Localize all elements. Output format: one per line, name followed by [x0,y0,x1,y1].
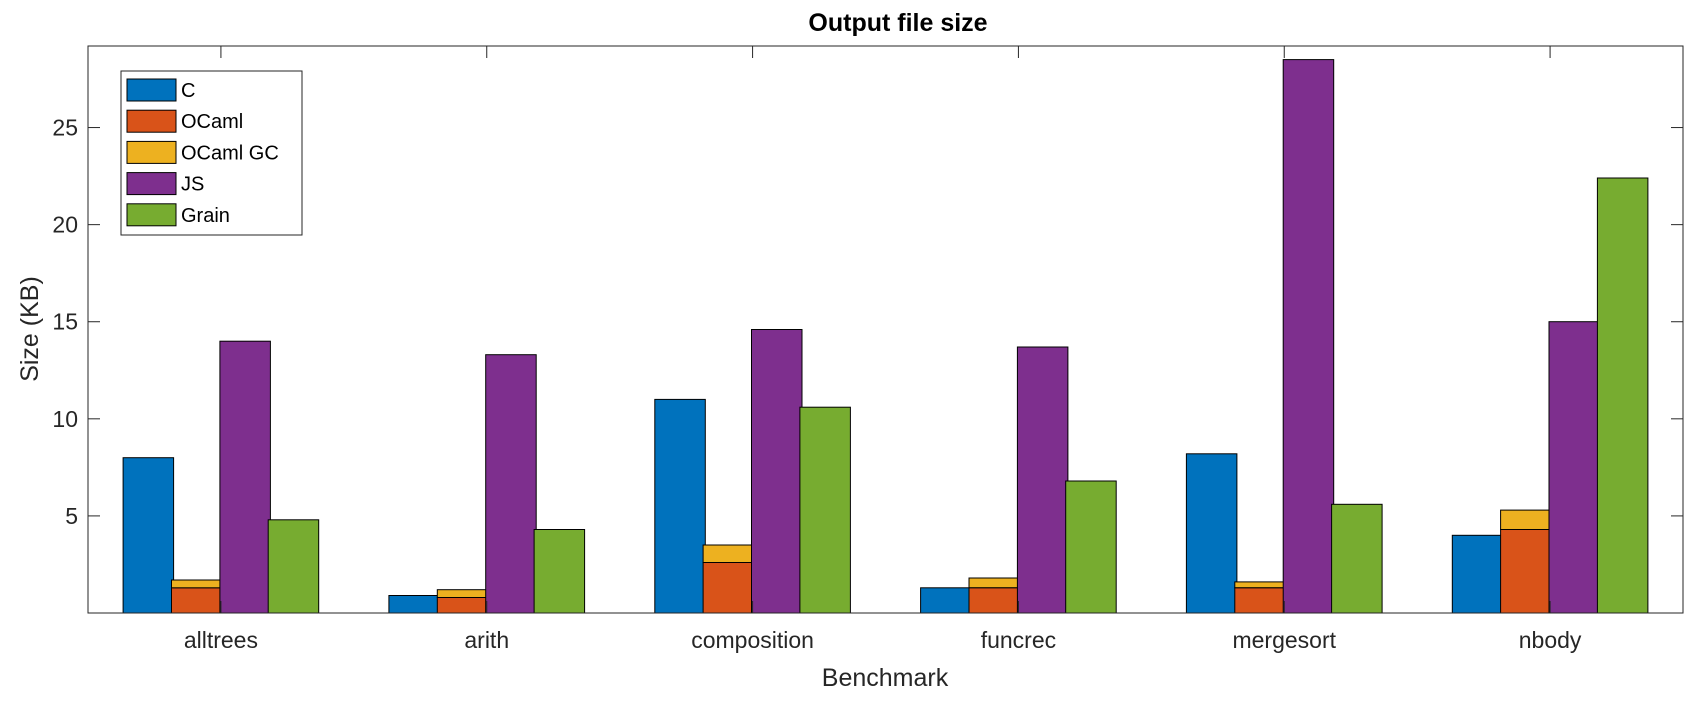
y-tick-label: 20 [52,212,78,238]
y-axis-label: Size (KB) [16,276,44,382]
chart-title: Output file size [808,9,987,37]
x-tick-label: alltrees [184,627,258,653]
bar-nbody-ocaml [1500,529,1552,614]
x-tick-label: composition [691,627,814,653]
legend-label: C [181,80,195,102]
bar-mergesort-c [1185,453,1238,614]
bar-alltrees-grain [267,519,320,614]
bar-funcrec-grain [1065,480,1117,614]
bar-arith-grain [533,529,586,614]
legend-label: OCaml GC [181,142,279,164]
bar-composition-c [654,398,706,614]
bar-nbody-ocaml-gc [1500,509,1552,531]
axis-ticks: 5 10 15 20 25 alltrees arith composition funcrec… [52,46,1683,653]
bar-composition-js [751,329,803,614]
x-tick-label: funcrec [981,627,1056,653]
bar-alltrees-ocaml [171,587,223,614]
legend-swatch [126,140,177,164]
bar-arith-ocaml-gc [436,589,489,599]
y-tick-label: 10 [52,406,78,432]
bar-mergesort-ocaml [1234,587,1286,614]
bar-arith-js [485,354,537,614]
bars [122,59,1649,614]
legend-swatch [126,172,177,196]
bar-nbody-c [1451,534,1504,614]
x-tick-label: mergesort [1232,627,1336,653]
x-axis-label: Benchmark [822,664,949,692]
bar-mergesort-js [1282,59,1335,614]
bar-arith-c [388,595,440,614]
bar-composition-ocaml-gc [702,544,755,563]
legend-swatch [126,78,177,102]
bar-funcrec-ocaml [968,587,1020,614]
x-tick-label: nbody [1519,627,1582,653]
bar-alltrees-js [219,340,271,614]
bar-composition-ocaml [702,562,755,614]
bar-mergesort-grain [1331,503,1383,614]
bar-arith-ocaml [436,597,489,614]
legend-swatch [126,203,177,227]
bar-funcrec-ocaml-gc [968,577,1020,589]
bar-composition-grain [799,406,851,614]
y-tick-label: 5 [65,503,78,529]
x-tick-label: arith [464,627,509,653]
bar-funcrec-c [920,587,972,614]
bar-alltrees-c [122,457,175,614]
bar-alltrees-ocaml-gc [171,579,223,589]
legend-swatch [126,109,177,133]
bar-funcrec-js [1016,346,1069,614]
y-tick-label: 25 [52,115,78,141]
legend-label: JS [181,174,204,196]
y-tick-label: 15 [52,309,78,335]
bar-nbody-grain [1596,177,1649,614]
plot-area-frame [87,45,1684,614]
legend-label: Grain [181,205,230,227]
bar-mergesort-ocaml-gc [1234,581,1286,589]
legend-label: OCaml [181,111,243,133]
legend: C OCaml OCaml GC JS Grain [120,70,303,236]
bar-nbody-js [1548,321,1600,614]
